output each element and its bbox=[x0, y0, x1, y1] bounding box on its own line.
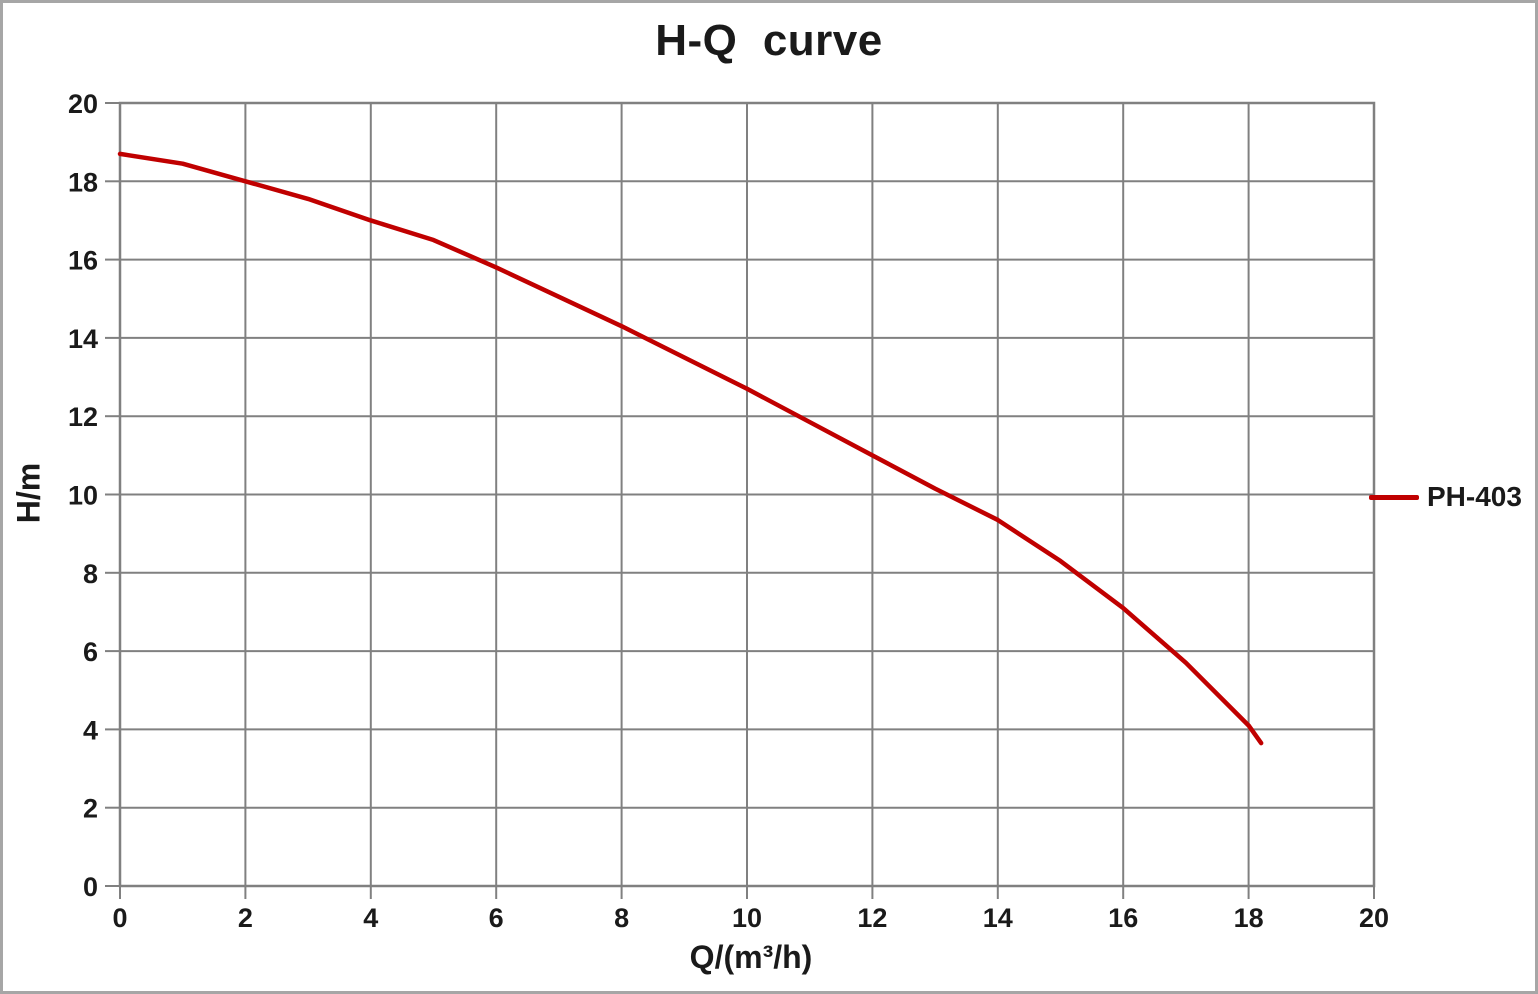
legend: PH-403 bbox=[1369, 481, 1522, 513]
x-tick-label: 16 bbox=[1108, 903, 1138, 933]
y-tick-label: 18 bbox=[68, 167, 98, 197]
chart-title: H-Q curve bbox=[655, 16, 883, 65]
x-tick-label: 4 bbox=[363, 903, 378, 933]
y-tick-label: 0 bbox=[83, 872, 98, 902]
y-tick-label: 4 bbox=[83, 715, 98, 745]
y-tick-label: 10 bbox=[68, 481, 98, 511]
y-tick-label: 2 bbox=[83, 794, 98, 824]
y-tick-label: 16 bbox=[68, 246, 98, 276]
series-line bbox=[117, 151, 1264, 746]
y-tick-label: 12 bbox=[68, 402, 98, 432]
x-tick-label: 8 bbox=[614, 903, 629, 933]
legend-series-label: PH-403 bbox=[1427, 481, 1522, 512]
x-tick-label: 14 bbox=[983, 903, 1013, 933]
x-tick-label: 2 bbox=[238, 903, 253, 933]
y-tick-label: 8 bbox=[83, 559, 98, 589]
y-tick-label: 6 bbox=[83, 637, 98, 667]
plot-area: 0 2 4 6 8 10 12 14 16 18 20 0 2 4 6 8 10 12 14 16 18 20 bbox=[68, 89, 1389, 933]
y-tick-label: 20 bbox=[68, 89, 98, 119]
x-tick-label: 0 bbox=[112, 903, 127, 933]
x-tick-label: 20 bbox=[1359, 903, 1389, 933]
x-tick-label: 18 bbox=[1234, 903, 1264, 933]
x-tick-label: 6 bbox=[489, 903, 504, 933]
x-tick-label: 10 bbox=[732, 903, 762, 933]
x-axis-title: Q/(m³/h) bbox=[689, 939, 813, 975]
x-tick-label: 12 bbox=[857, 903, 887, 933]
y-tick-label: 14 bbox=[68, 324, 98, 354]
legend-line-swatch bbox=[1369, 494, 1419, 500]
